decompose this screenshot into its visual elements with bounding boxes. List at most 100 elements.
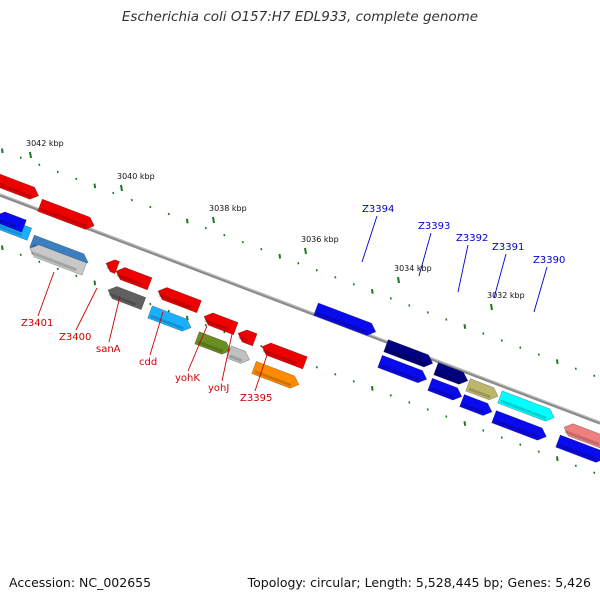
- tick-mark: [38, 163, 41, 167]
- leader-Z3390: [533, 266, 548, 313]
- gene-navy-2: [433, 362, 469, 385]
- gene-label-Z3400: Z3400: [59, 332, 91, 343]
- leader-Z3401: [37, 271, 55, 317]
- gene-blue-4-shade: [462, 403, 485, 415]
- gene-cyan-2-shade: [150, 314, 184, 330]
- tick-mark: [352, 283, 355, 286]
- tick-mark: [334, 373, 337, 376]
- gene-label-Z3393: Z3393: [418, 221, 450, 232]
- label-leader-lines: [37, 215, 548, 392]
- tick-mark: [112, 191, 115, 195]
- tick-mark: [167, 212, 170, 216]
- kbp-3040-tick: [120, 184, 123, 192]
- gene-red-6-shade: [238, 336, 248, 343]
- genome-summary: Topology: circular; Length: 5,528,445 bp…: [247, 575, 591, 590]
- leader-cdd: [149, 311, 164, 356]
- gene-blue-1-shade: [316, 311, 369, 335]
- leader-Z3393: [418, 232, 432, 277]
- tick-mark: [593, 374, 596, 377]
- kbp-3042-tick: [29, 151, 32, 159]
- gene-blue-3: [427, 377, 463, 401]
- gene-label-Z3401: Z3401: [21, 318, 53, 329]
- gene-lightgray-1-shade: [30, 251, 77, 272]
- tick-mark: [482, 332, 485, 335]
- tick-mark: [19, 156, 22, 160]
- tick-mark: [186, 315, 189, 321]
- gene-cyan-1-shade: [0, 225, 23, 237]
- leader-Z3400: [75, 287, 98, 331]
- tick-mark: [315, 366, 318, 369]
- tick-mark: [389, 394, 392, 397]
- kbp-3040: 3040 kbp: [117, 172, 155, 181]
- tick-mark: [537, 450, 540, 453]
- gene-red-1: [0, 173, 40, 200]
- leader-Z3395: [254, 345, 271, 392]
- gene-red-1-shade: [0, 183, 32, 198]
- tick-mark: [556, 456, 559, 462]
- tick-mark: [297, 262, 300, 265]
- gene-red-2: [37, 198, 95, 230]
- gene-navy-1: [383, 339, 434, 368]
- leader-sanA: [108, 295, 121, 343]
- kbp-3038: 3038 kbp: [209, 204, 247, 213]
- tick-mark: [149, 205, 152, 209]
- gene-label-yohK: yohK: [175, 373, 200, 384]
- tick-mark: [19, 253, 22, 257]
- tick-mark: [260, 344, 263, 348]
- tick-mark: [574, 464, 577, 467]
- tick-mark: [75, 274, 78, 278]
- tick-mark: [93, 183, 97, 189]
- gene-orange: [251, 361, 300, 389]
- gene-red-2-shade: [40, 207, 87, 228]
- gene-label-Z3390: Z3390: [533, 255, 565, 266]
- tick-mark: [593, 471, 596, 474]
- gene-khaki-shade: [468, 387, 491, 399]
- tick-mark: [149, 302, 152, 306]
- gene-lightgray-1: [29, 244, 87, 276]
- gene-darkgray: [107, 286, 147, 310]
- gene-navy-1-shade: [386, 348, 426, 366]
- tick-mark: [519, 346, 522, 349]
- tick-mark: [241, 240, 244, 244]
- tick-mark: [556, 359, 559, 365]
- tick-mark: [167, 309, 170, 313]
- gene-red-small-shade: [106, 265, 110, 270]
- tick-mark: [519, 443, 522, 446]
- tick-mark: [315, 269, 318, 272]
- gene-blue-1: [313, 302, 377, 336]
- tick-mark: [426, 311, 429, 314]
- accession-text: Accession: NC_002655: [9, 575, 152, 590]
- kbp-3038-tick: [212, 216, 215, 224]
- gene-blue-6-shade: [558, 443, 598, 461]
- gene-label-Z3394: Z3394: [362, 204, 394, 215]
- tick-mark: [186, 218, 189, 224]
- tick-mark: [389, 297, 392, 300]
- tick-mark: [500, 339, 503, 342]
- tick-mark: [334, 276, 337, 279]
- leader-Z3394: [361, 215, 378, 263]
- gene-red-6: [237, 329, 258, 347]
- gene-cyan-3-shade: [500, 399, 547, 420]
- gene-label-sanA: sanA: [96, 344, 121, 355]
- gene-red-3-shade: [116, 273, 143, 287]
- gene-khaki: [465, 378, 499, 401]
- tick-mark: [500, 436, 503, 439]
- tick-mark: [1, 245, 4, 251]
- gene-red-7-shade: [262, 349, 298, 366]
- tick-mark: [352, 380, 355, 383]
- gene-label-cdd: cdd: [139, 357, 157, 368]
- gene-blue-2-shade: [380, 364, 420, 382]
- tick-mark: [93, 280, 97, 286]
- tick-mark: [56, 267, 59, 271]
- tick-mark: [56, 170, 59, 174]
- tick-mark: [463, 421, 467, 426]
- kbp-labels: 3042 kbp 3040 kbp 3038 kbp 3036 kbp 3034 kbp…: [26, 139, 525, 311]
- gene-salmon-shade: [564, 429, 600, 446]
- gene-features: [0, 173, 600, 463]
- gene-blue-5: [491, 410, 547, 441]
- tick-mark: [371, 288, 374, 294]
- tick-mark: [445, 318, 448, 321]
- tick-mark: [537, 353, 540, 356]
- kbp-3036: 3036 kbp: [301, 235, 339, 244]
- tick-mark: [426, 408, 429, 411]
